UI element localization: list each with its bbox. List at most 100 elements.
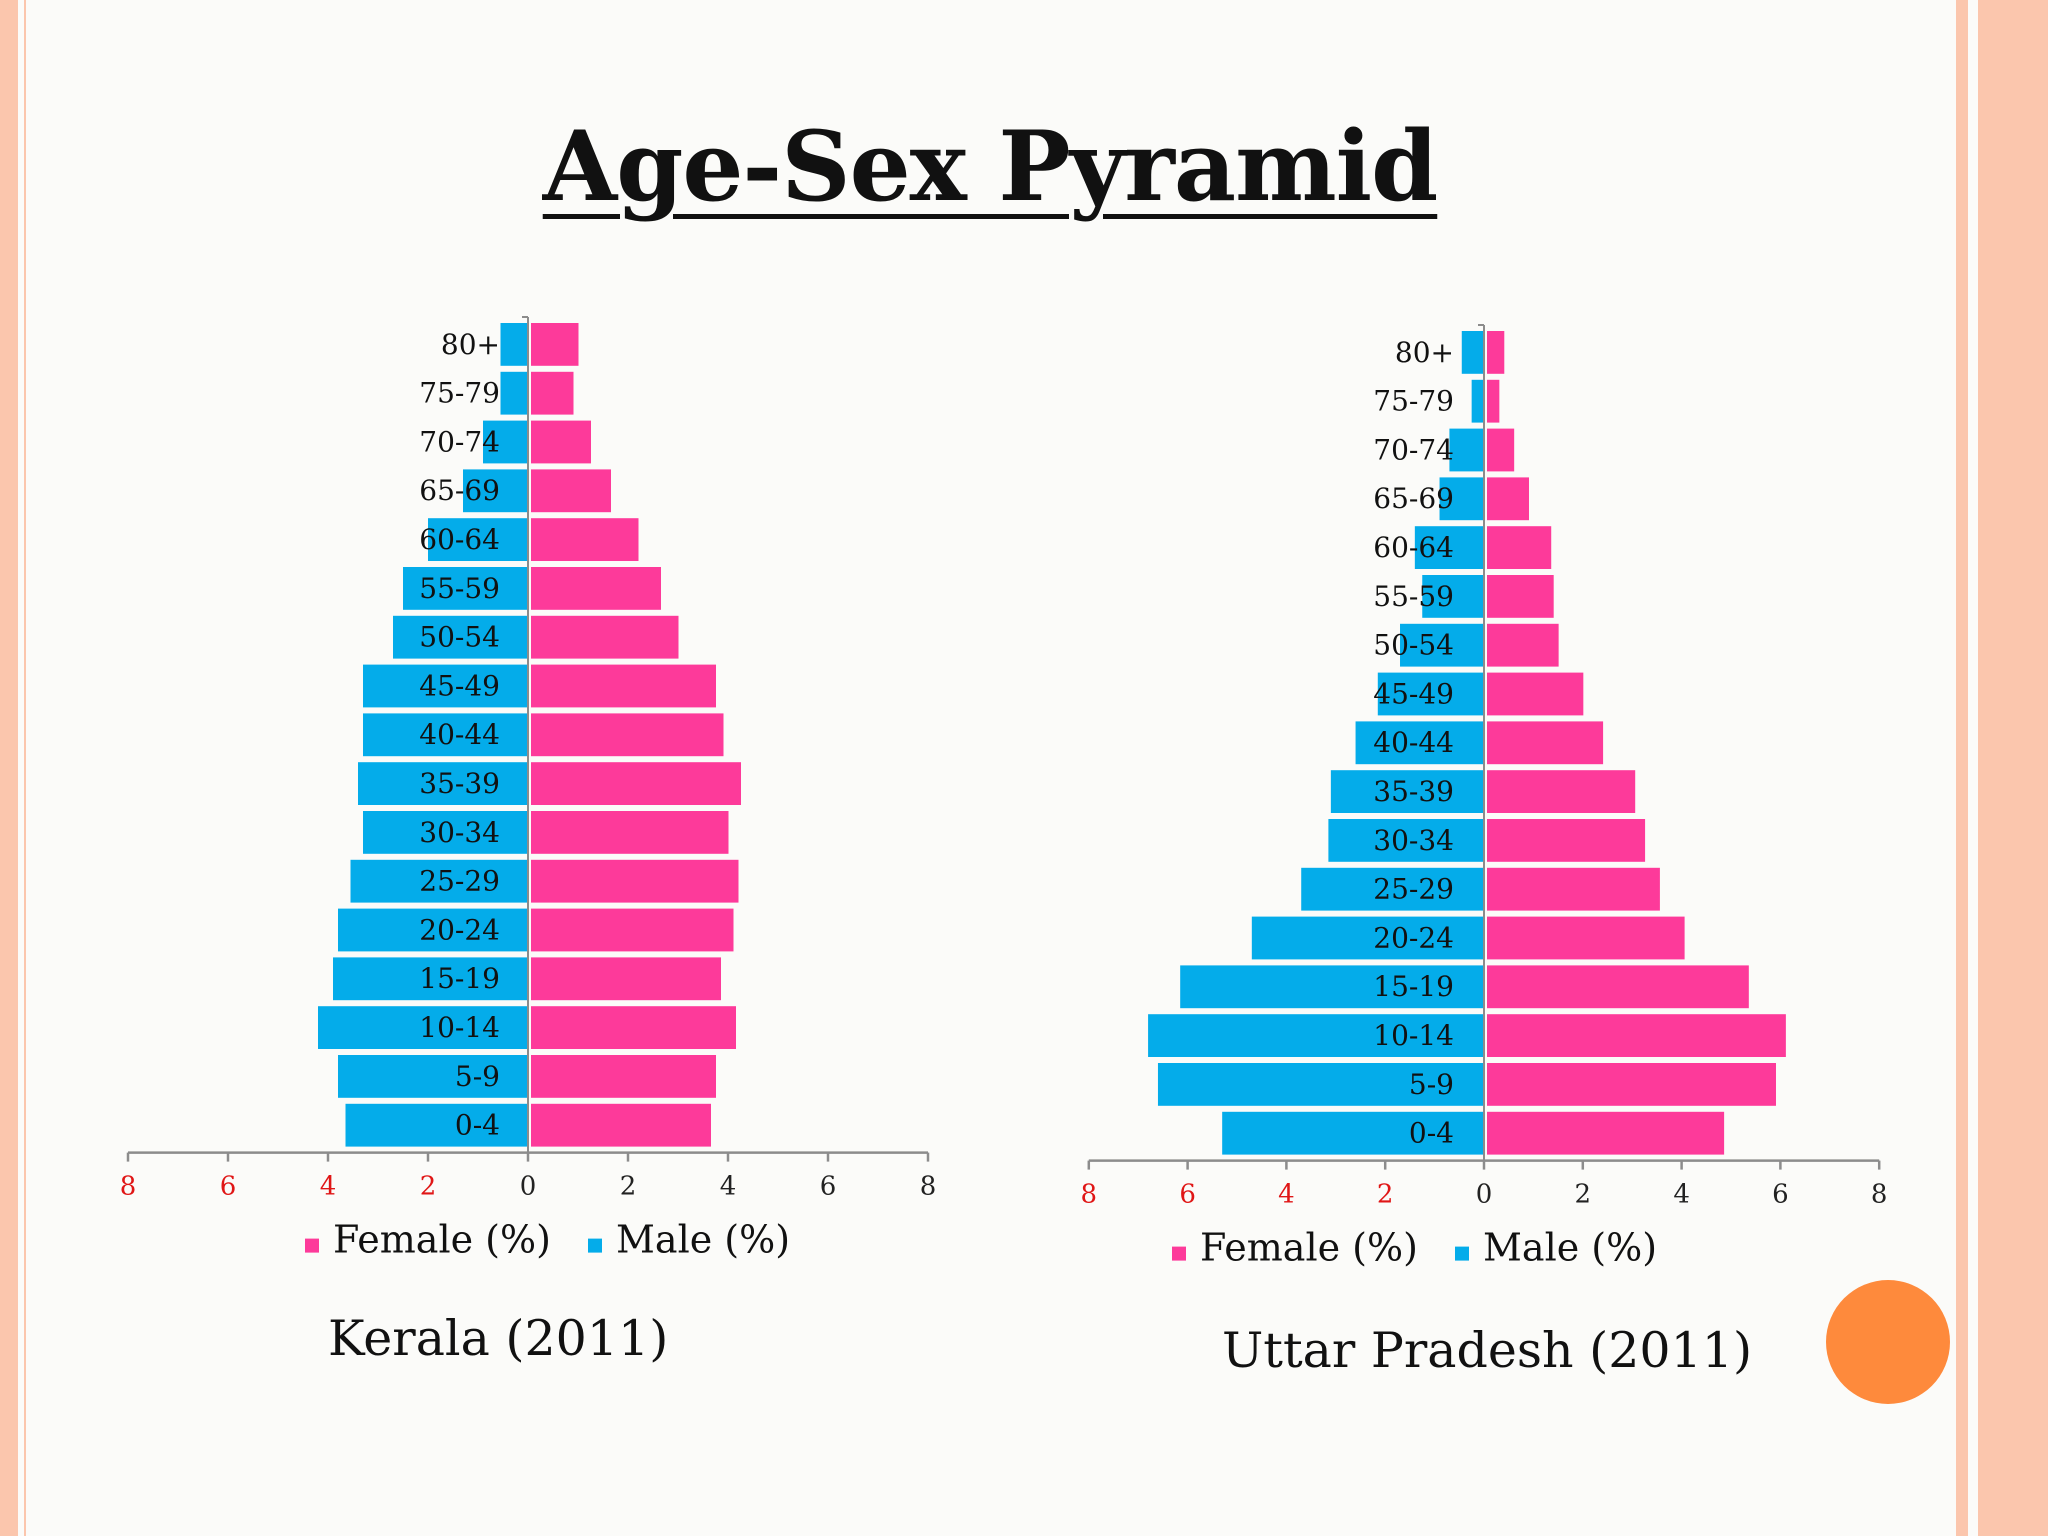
up-age-label: 30-34 [1373, 824, 1454, 857]
kerala-age-label: 80+ [441, 328, 500, 361]
up-male-bar [1377, 672, 1484, 716]
up-female-bar [1487, 770, 1636, 813]
up-age-label: 70-74 [1373, 433, 1454, 466]
kerala-age-label: 60-64 [419, 523, 500, 556]
kerala-x-tick-label: 4 [720, 1172, 737, 1202]
kerala-female-bar [531, 713, 724, 757]
orange-circle-decoration [1826, 1280, 1950, 1404]
kerala-x-tick-label: 2 [620, 1172, 637, 1202]
kerala-x-tick-label: 8 [920, 1172, 937, 1202]
kerala-age-label: 25-29 [419, 865, 500, 898]
kerala-x-tick-label: 8 [120, 1172, 137, 1202]
kerala-age-label: 65-69 [419, 474, 500, 507]
up-male-bar [1400, 623, 1484, 667]
kerala-age-label: 20-24 [419, 913, 500, 946]
kerala-male-bar [338, 1055, 528, 1098]
up-x-tick-label: 6 [1772, 1180, 1789, 1210]
kerala-female-bar [531, 323, 579, 366]
up-female-bar [1487, 477, 1529, 521]
kerala-legend-male-label: Male (%) [616, 1218, 790, 1262]
up-age-label: 80+ [1395, 336, 1454, 369]
up-age-label: 75-79 [1373, 385, 1454, 418]
kerala-female-bar [531, 1055, 716, 1098]
up-female-bar [1487, 1063, 1776, 1106]
kerala-age-label: 5-9 [455, 1060, 500, 1093]
up-age-label: 0-4 [1409, 1117, 1454, 1150]
up-male-bar [1449, 428, 1484, 472]
kerala-x-tick-label: 2 [420, 1172, 437, 1202]
kerala-female-bar [531, 762, 741, 805]
kerala-female-bar [531, 1103, 711, 1147]
kerala-x-tick-label: 6 [220, 1172, 237, 1202]
up-female-bar [1487, 721, 1604, 765]
up-female-bar [1487, 916, 1685, 960]
up-male-bar [1330, 770, 1484, 813]
kerala-age-label: 50-54 [419, 621, 500, 654]
kerala-female-bar [531, 371, 574, 415]
right-border-gap [1968, 0, 1978, 1536]
up-age-label: 10-14 [1373, 1019, 1454, 1052]
up-age-label: 25-29 [1373, 873, 1454, 906]
up-female-bar [1487, 867, 1660, 911]
kerala-female-bar [531, 1006, 736, 1049]
kerala-male-bar [428, 518, 528, 561]
kerala-female-bar [531, 908, 734, 952]
up-female-bar [1487, 526, 1552, 569]
up-male-bar [1414, 526, 1484, 569]
up-female-bar [1487, 623, 1559, 667]
kerala-age-label: 55-59 [419, 572, 500, 605]
kerala-male-bar [500, 323, 528, 366]
up-x-tick-label: 0 [1476, 1180, 1493, 1210]
kerala-age-label: 0-4 [455, 1109, 500, 1142]
kerala-age-label: 70-74 [419, 425, 500, 458]
kerala-male-bar [403, 567, 528, 610]
up-legend-female-swatch [1172, 1246, 1186, 1261]
up-female-bar [1487, 428, 1515, 472]
up-age-label: 35-39 [1373, 775, 1454, 808]
kerala-legend-female-label: Female (%) [333, 1218, 551, 1262]
up-age-label: 15-19 [1373, 970, 1454, 1003]
kerala-male-bar [483, 420, 528, 464]
kerala-female-bar [531, 957, 721, 1001]
up-male-bar [1222, 1111, 1484, 1155]
up-male-bar [1328, 819, 1484, 862]
uttar-pradesh-caption: Uttar Pradesh (2011) [1222, 1322, 1753, 1379]
kerala-age-label: 10-14 [419, 1011, 500, 1044]
up-x-tick-label: 6 [1179, 1180, 1196, 1210]
up-x-tick-label: 4 [1673, 1180, 1690, 1210]
up-female-bar [1487, 1014, 1786, 1057]
up-male-bar [1471, 379, 1484, 423]
up-age-label: 60-64 [1373, 531, 1454, 564]
kerala-legend-female-swatch [305, 1238, 319, 1253]
left-border-inner [18, 0, 24, 1536]
kerala-female-bar [531, 664, 716, 708]
up-male-bar [1439, 477, 1484, 521]
kerala-age-label: 35-39 [419, 767, 500, 800]
kerala-legend-male-swatch [588, 1238, 602, 1253]
kerala-male-bar [333, 957, 528, 1001]
up-x-tick-label: 8 [1871, 1180, 1888, 1210]
kerala-age-label: 15-19 [419, 962, 500, 995]
up-female-bar [1487, 331, 1505, 374]
kerala-male-bar [345, 1103, 528, 1147]
kerala-male-bar [338, 908, 528, 952]
up-age-label: 5-9 [1409, 1068, 1454, 1101]
up-male-bar [1157, 1063, 1484, 1106]
kerala-age-label: 45-49 [419, 669, 500, 702]
up-age-label: 50-54 [1373, 629, 1454, 662]
kerala-male-bar [363, 713, 528, 757]
up-female-bar [1487, 1111, 1725, 1155]
kerala-age-label: 40-44 [419, 718, 500, 751]
right-border-band [1978, 0, 2048, 1536]
kerala-caption: Kerala (2011) [328, 1310, 669, 1367]
kerala-female-bar [531, 420, 591, 464]
up-female-bar [1487, 672, 1584, 716]
up-male-bar [1355, 721, 1484, 765]
kerala-male-bar [463, 469, 528, 513]
kerala-x-tick-label: 0 [520, 1172, 537, 1202]
up-female-bar [1487, 379, 1500, 423]
kerala-x-tick-label: 4 [320, 1172, 337, 1202]
up-age-label: 55-59 [1373, 580, 1454, 613]
up-x-tick-label: 2 [1575, 1180, 1592, 1210]
right-border-stripe [1956, 0, 1968, 1536]
